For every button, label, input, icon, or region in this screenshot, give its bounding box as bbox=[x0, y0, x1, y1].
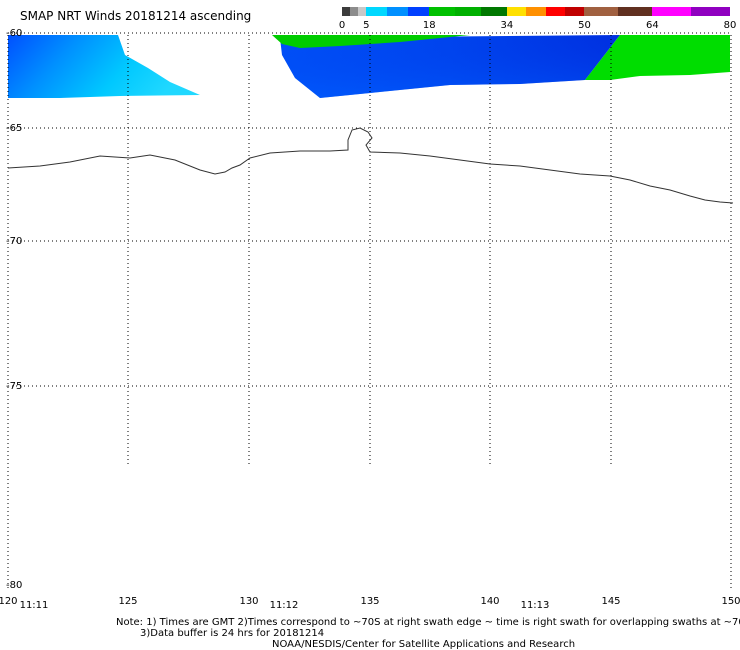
colorbar-swatch bbox=[350, 7, 359, 16]
colorbar-swatch bbox=[618, 7, 653, 16]
note-line-2: 3)Data buffer is 24 hrs for 20181214 bbox=[140, 628, 325, 639]
note-line-1: Note: 1) Times are GMT 2)Times correspon… bbox=[116, 617, 740, 628]
time-label: 11:11 bbox=[20, 600, 49, 611]
colorbar-label: 64 bbox=[646, 20, 659, 31]
colorbar-swatch bbox=[481, 7, 507, 16]
longitude-label: 145 bbox=[601, 596, 620, 607]
longitude-label: 135 bbox=[360, 596, 379, 607]
time-labels: 11:11 11:12 11:13 bbox=[20, 600, 550, 611]
colorbar-label: 80 bbox=[723, 20, 737, 31]
time-label: 11:12 bbox=[270, 600, 299, 611]
longitude-label: 120 bbox=[0, 596, 18, 607]
latitude-label: -75 bbox=[6, 381, 22, 392]
colorbar-swatch bbox=[545, 7, 566, 16]
latitude-label: -70 bbox=[6, 236, 22, 247]
longitude-labels: 120 125 130 135 140 145 150 bbox=[0, 596, 740, 607]
colorbar-swatch bbox=[691, 7, 730, 16]
wind-swath-central-shade bbox=[280, 35, 620, 98]
map-title: SMAP NRT Winds 20181214 ascending bbox=[20, 9, 252, 23]
longitude-label: 140 bbox=[480, 596, 499, 607]
colorbar-label: 5 bbox=[363, 20, 370, 31]
colorbar-label: 50 bbox=[578, 20, 591, 31]
colorbar-label: 0 bbox=[338, 20, 346, 31]
colorbar-swatch bbox=[408, 7, 430, 16]
latitude-label: -60 bbox=[6, 28, 22, 39]
colorbar-swatch bbox=[358, 7, 367, 16]
colorbar-swatch bbox=[652, 7, 692, 16]
wind-swath-top-green bbox=[272, 35, 470, 48]
colorbar-label: 34 bbox=[500, 20, 514, 31]
longitude-label: 125 bbox=[118, 596, 137, 607]
colorbar-swatch bbox=[526, 7, 546, 16]
colorbar-label: 18 bbox=[422, 20, 436, 31]
colorbar-swatch bbox=[506, 7, 527, 16]
wind-speed-colorbar bbox=[342, 7, 730, 16]
coastline bbox=[7, 127, 734, 204]
colorbar-swatch bbox=[366, 7, 388, 16]
latitude-label: -65 bbox=[6, 123, 22, 134]
wind-swath-west bbox=[8, 35, 200, 98]
wind-swath-east-green bbox=[585, 35, 730, 80]
latitude-label: -80 bbox=[6, 580, 22, 591]
latitude-labels: -60 -65 -70 -75 -80 bbox=[6, 28, 22, 591]
graticule bbox=[7, 32, 732, 590]
longitude-label: 150 bbox=[721, 596, 740, 607]
time-label: 11:13 bbox=[521, 600, 550, 611]
colorbar-swatch bbox=[565, 7, 585, 16]
colorbar-swatch bbox=[342, 7, 351, 16]
longitude-label: 130 bbox=[239, 596, 258, 607]
colorbar-swatch bbox=[584, 7, 619, 16]
colorbar-swatch bbox=[455, 7, 481, 16]
colorbar-swatch bbox=[429, 7, 456, 16]
colorbar-swatch bbox=[387, 7, 409, 16]
credit-line: NOAA/NESDIS/Center for Satellite Applica… bbox=[272, 639, 576, 650]
